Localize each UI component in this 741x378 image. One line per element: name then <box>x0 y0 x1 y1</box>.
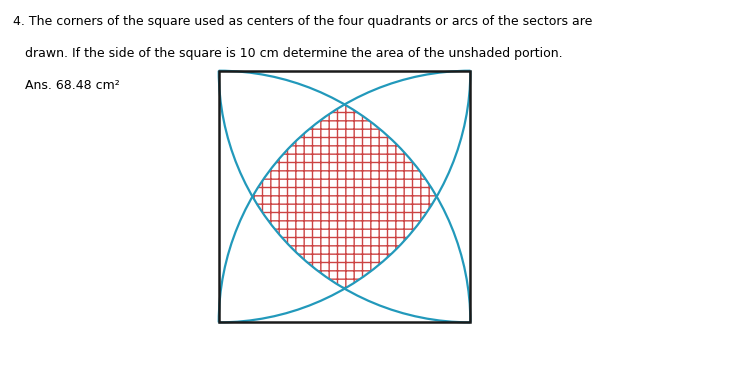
Polygon shape <box>253 104 436 289</box>
Text: drawn. If the side of the square is 10 cm determine the area of the unshaded por: drawn. If the side of the square is 10 c… <box>13 47 563 60</box>
Text: Ans. 68.48 cm²: Ans. 68.48 cm² <box>13 79 120 92</box>
Text: 4. The corners of the square used as centers of the four quadrants or arcs of th: 4. The corners of the square used as cen… <box>13 15 593 28</box>
